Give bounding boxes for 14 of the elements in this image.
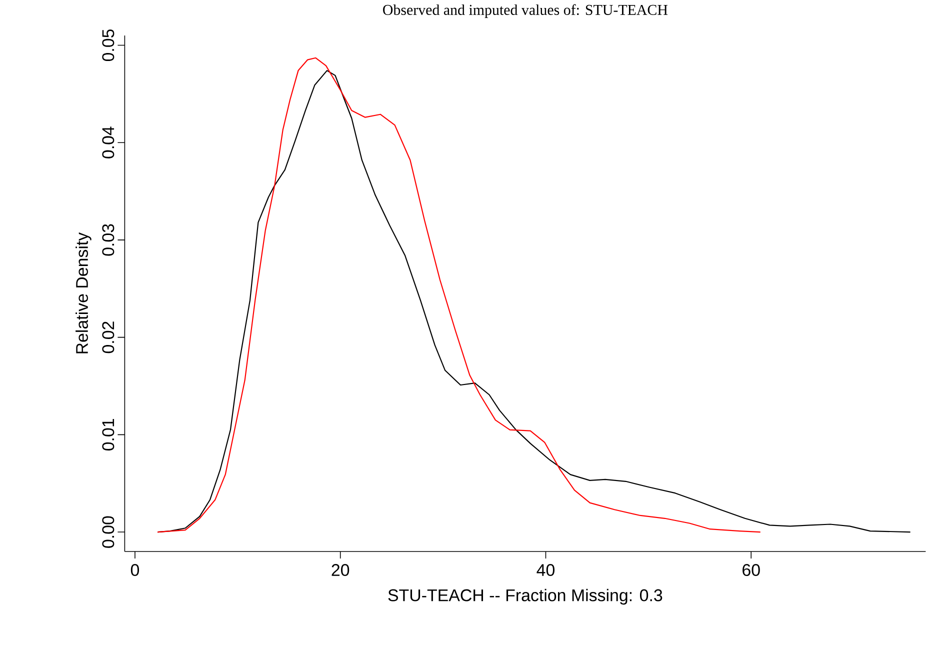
y-tick-label: 0.04 <box>102 126 114 158</box>
y-tick-label: 0.02 <box>102 322 114 354</box>
x-tick-label: 60 <box>742 564 760 576</box>
x-axis-title: STU-TEACH -- Fraction Missing: 0.3 <box>388 588 662 605</box>
x-tick-label: 40 <box>536 564 554 576</box>
x-tick-label: 20 <box>332 564 350 576</box>
chart-title: Observed and imputed values of: STU-TEACH <box>383 4 668 18</box>
line-series <box>157 57 761 533</box>
y-tick-label: 0.00 <box>102 516 114 548</box>
x-tick-label: 0 <box>130 564 140 576</box>
y-tick-label: 0.03 <box>102 224 114 256</box>
y-tick-label: 0.05 <box>102 29 114 62</box>
y-tick-label: 0.01 <box>102 419 114 450</box>
y-axis-title: Relative Density <box>76 232 92 354</box>
